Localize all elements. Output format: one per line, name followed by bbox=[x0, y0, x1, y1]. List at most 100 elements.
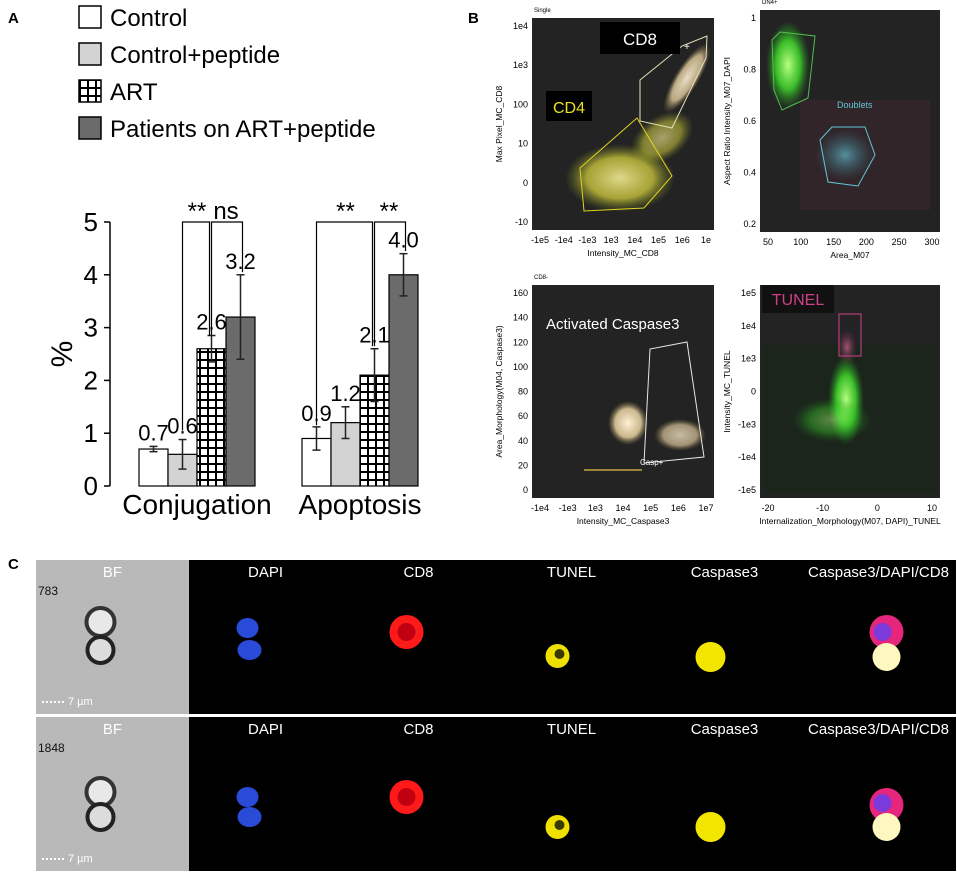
channel-title: Caspase3/DAPI/CD8 bbox=[808, 721, 949, 738]
x-tick-label: 150 bbox=[826, 237, 841, 247]
population-caspase-neg bbox=[608, 401, 648, 445]
nucleus bbox=[237, 640, 262, 660]
y-tick-label: 1e4 bbox=[513, 21, 528, 31]
legend-label: Control bbox=[110, 5, 187, 32]
x-tick-label: 1e5 bbox=[643, 503, 658, 513]
object-id: 783 bbox=[38, 584, 59, 598]
y-tick-label: -1e4 bbox=[738, 452, 756, 462]
flow-layer: Single-1e5 -1e4 -1e3 1e3 1e4 1e5 1e6 1e1e41e310… bbox=[494, 0, 941, 526]
x-tick-label: 1e4 bbox=[615, 503, 630, 513]
x-tick-label: 1e6 bbox=[675, 235, 690, 245]
x-tick-label: -1e4 bbox=[555, 235, 573, 245]
cd8-core bbox=[397, 788, 416, 806]
channel-title: CD8 bbox=[403, 564, 434, 581]
bar bbox=[388, 274, 419, 487]
gate-doublets bbox=[819, 126, 876, 187]
y-tick-label: 0 bbox=[523, 178, 528, 188]
gate-tunel bbox=[838, 313, 862, 357]
channel-image: BF 783 7 µm bbox=[36, 560, 189, 714]
y-tick-label: -1e3 bbox=[738, 419, 756, 429]
y-tick-label: 0.4 bbox=[743, 168, 756, 178]
y-axis-label: Intensity_MC_TUNEL bbox=[722, 350, 732, 432]
population-tunel bbox=[837, 329, 857, 365]
bars-layer: 0.70.62.63.20.91.22.14.0** ns ** ** bbox=[138, 198, 419, 487]
cell-render bbox=[84, 776, 117, 832]
cell-bf-bottom bbox=[85, 802, 116, 832]
panel-label-b: B bbox=[468, 10, 479, 27]
x-axis-label: Internalization_Morphology(M07, DAPI)_TU… bbox=[759, 516, 941, 526]
merge-caspase bbox=[872, 813, 901, 841]
gate-label-box bbox=[762, 285, 834, 313]
x-tick-label: -1e3 bbox=[578, 235, 596, 245]
y-tick-label: 1e3 bbox=[741, 354, 756, 364]
x-category-label: Conjugation bbox=[122, 489, 271, 520]
merge-caspase bbox=[872, 643, 901, 671]
gate-label-tunel: TUNEL bbox=[772, 292, 825, 309]
channel-title: TUNEL bbox=[546, 564, 597, 581]
cell-render bbox=[389, 615, 424, 649]
flow-plot: DN4+ 50 100 150 200 250 300 1 0.8 0.6 0.4 0.2 Area_M… bbox=[722, 0, 940, 260]
cell-render bbox=[869, 788, 904, 841]
y-tick-label: 100 bbox=[513, 99, 528, 109]
x-tick-label: 10 bbox=[927, 503, 937, 513]
data-label: 4.0 bbox=[388, 228, 419, 253]
x-tick-label: 1e5 bbox=[651, 235, 666, 245]
legend-swatch bbox=[78, 116, 102, 140]
cell-render bbox=[695, 812, 726, 842]
significance-bracket bbox=[373, 221, 407, 347]
cell-render bbox=[236, 787, 262, 827]
channel-image: TUNEL bbox=[495, 560, 648, 714]
y-tick-label: 1 bbox=[84, 418, 98, 448]
y-tick-label: 80 bbox=[518, 387, 528, 397]
cell-render bbox=[389, 780, 424, 814]
population-singlets bbox=[766, 21, 810, 109]
channel-title: TUNEL bbox=[546, 721, 597, 738]
y-tick-label: 5 bbox=[84, 207, 98, 237]
x-tick-label: -10 bbox=[816, 503, 829, 513]
channel-image: BF 1848 7 µm bbox=[36, 717, 189, 871]
y-tick-label: -1e5 bbox=[738, 485, 756, 495]
x-tick-label: -1e5 bbox=[531, 235, 549, 245]
channel-title: Caspase3/DAPI/CD8 bbox=[808, 564, 949, 581]
cell-bf-top bbox=[84, 776, 117, 808]
scale-bar-label: 7 µm bbox=[68, 696, 93, 708]
x-tick-label: -20 bbox=[761, 503, 774, 513]
merge-dapi bbox=[873, 623, 892, 641]
channel-image: CD8 bbox=[342, 717, 495, 871]
cell-bf-bottom bbox=[85, 635, 116, 665]
scale-bar-line bbox=[42, 858, 64, 861]
cell-render bbox=[84, 606, 117, 665]
cell-render bbox=[869, 615, 904, 671]
channel-image: TUNEL bbox=[495, 717, 648, 871]
x-tick-label: 1e7 bbox=[698, 503, 713, 513]
significance-bracket bbox=[210, 221, 244, 336]
scale-bar-line bbox=[42, 701, 64, 704]
gate-label-doublets: Doublets bbox=[837, 100, 873, 110]
bar bbox=[138, 448, 169, 487]
channel-image: Caspase3/DAPI/CD8 bbox=[801, 717, 956, 871]
image-strip: BF 1848 7 µm DAPI CD8 TUNEL Caspase3 Caspase3/D… bbox=[36, 717, 956, 871]
channel-image: Caspase3 bbox=[648, 560, 801, 714]
population-doublets bbox=[815, 129, 875, 181]
plot-title: Single bbox=[534, 8, 551, 14]
y-tick-label: 1e4 bbox=[741, 321, 756, 331]
channel-image: CD8 bbox=[342, 560, 495, 714]
y-tick-label: 4 bbox=[84, 260, 98, 290]
cell-render bbox=[695, 642, 726, 672]
y-tick-label: 160 bbox=[513, 288, 528, 298]
plot-title: CD8- bbox=[534, 275, 548, 281]
y-tick-label: 0.2 bbox=[743, 219, 756, 229]
y-tick-label: 100 bbox=[513, 362, 528, 372]
y-tick-label: 10 bbox=[518, 139, 528, 149]
channel-title: DAPI bbox=[247, 721, 283, 738]
y-axis-label: Area_Morphology(M04, Caspase3) bbox=[494, 325, 504, 457]
gate-singlets bbox=[771, 31, 816, 111]
bar bbox=[196, 348, 227, 487]
gate-cd8 bbox=[639, 35, 708, 129]
y-tick-label: 1e5 bbox=[741, 288, 756, 298]
panel-label-c: C bbox=[8, 556, 19, 573]
flow-plots: Single-1e5 -1e4 -1e3 1e3 1e4 1e5 1e6 1e1e41e310… bbox=[494, 0, 941, 526]
x-axis-label: Intensity_MC_Caspase3 bbox=[577, 516, 670, 526]
gate-suffix: + bbox=[684, 42, 690, 53]
y-tick-label: 120 bbox=[513, 337, 528, 347]
